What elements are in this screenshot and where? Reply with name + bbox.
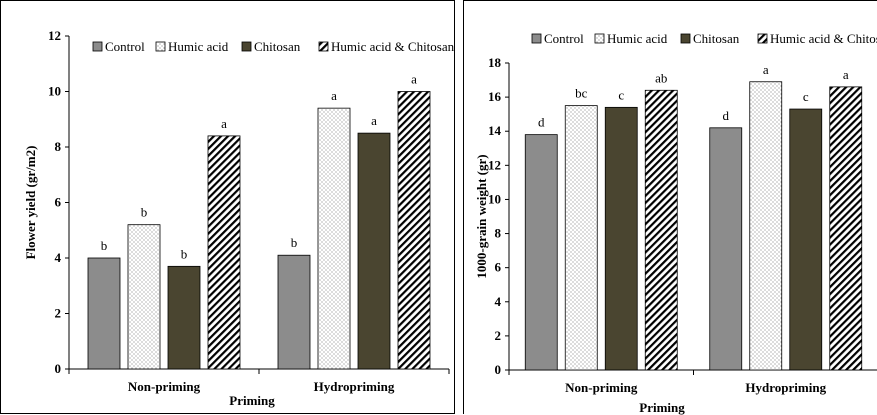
bar-humic-acid-chitosan-non-priming: [644, 89, 678, 371]
y-tick-label-8: 16: [488, 89, 502, 104]
y-tick-label-5: 10: [488, 191, 501, 206]
bar-humic-acid-non-priming: [127, 224, 161, 370]
significance-letter-1-0: b: [141, 205, 148, 220]
y-tick-label-1: 2: [495, 328, 502, 343]
y-tick-label-2: 4: [495, 294, 502, 309]
significance-letter-0-0: d: [538, 115, 545, 130]
bar-chitosan-hydropriming: [357, 132, 391, 370]
bar-humic-acid-chitosan-hydropriming: [829, 86, 863, 371]
flower-yield-chart: Control Humic acid Chitosan Humic acid & Ch…: [23, 28, 455, 408]
y-tick-label-6: 12: [488, 157, 501, 172]
y-tick-label-2: 4: [55, 250, 62, 265]
legend-swatch-1: [155, 41, 166, 52]
y-tick-label-7: 14: [488, 123, 502, 138]
significance-letter-2-0: c: [618, 87, 624, 102]
y-tick-label-6: 12: [48, 28, 61, 43]
x-category-label-0: Non-priming: [128, 379, 201, 394]
x-category-label-1: Hydropriming: [314, 379, 395, 394]
legend-swatch-3: [757, 33, 768, 44]
bar-control-hydropriming: [277, 254, 311, 370]
grain-weight-chart-panel: Control Humic acid Chitosan Humic acid & Ch…: [463, 0, 877, 415]
significance-letter-2-0: b: [181, 246, 188, 261]
bar-chitosan-hydropriming: [789, 108, 823, 371]
y-tick-label-3: 6: [55, 195, 62, 210]
significance-letter-1-0: bc: [575, 86, 588, 101]
significance-letter-3-1: a: [411, 72, 417, 87]
y-tick-label-1: 2: [55, 306, 62, 321]
legend-label-0: Control: [105, 39, 145, 54]
legend-label-3: Humic acid & Chitosan: [770, 31, 877, 46]
x-category-label-0: Non-priming: [565, 380, 638, 395]
significance-letter-3-1: a: [843, 67, 849, 82]
bar-humic-acid-chitosan-non-priming: [207, 135, 241, 370]
legend-label-2: Chitosan: [693, 31, 740, 46]
x-category-label-1: Hydropriming: [745, 380, 826, 395]
significance-letter-1-1: a: [763, 62, 769, 77]
legend-swatch-2: [680, 33, 691, 44]
y-tick-label-5: 10: [48, 84, 61, 99]
significance-letter-2-1: a: [371, 113, 377, 128]
bar-control-non-priming: [524, 134, 558, 371]
significance-letter-2-1: c: [803, 89, 809, 104]
x-axis-title: Priming: [229, 393, 275, 408]
y-tick-label-0: 0: [495, 362, 502, 377]
legend-swatch-0: [92, 41, 103, 52]
y-tick-label-9: 18: [488, 55, 502, 70]
legend-label-3: Humic acid & Chitosan: [331, 39, 455, 54]
grain-weight-chart: Control Humic acid Chitosan Humic acid & Ch…: [474, 31, 877, 415]
significance-letter-0-0: b: [101, 238, 108, 253]
significance-letter-0-1: d: [723, 108, 730, 123]
legend-swatch-0: [531, 33, 542, 44]
bar-control-hydropriming: [709, 127, 743, 371]
y-tick-label-3: 6: [495, 260, 502, 275]
y-tick-label-4: 8: [55, 139, 62, 154]
bar-humic-acid-non-priming: [564, 105, 598, 371]
legend-label-1: Humic acid: [607, 31, 668, 46]
bar-chitosan-non-priming: [167, 265, 201, 370]
legend-label-0: Control: [544, 31, 584, 46]
legend-swatch-2: [241, 41, 252, 52]
y-tick-label-4: 8: [495, 226, 502, 241]
y-tick-label-0: 0: [55, 361, 62, 376]
legend-label-1: Humic acid: [168, 39, 229, 54]
flower-yield-chart-panel: Control Humic acid Chitosan Humic acid & Ch…: [0, 0, 455, 414]
bar-control-non-priming: [87, 257, 121, 370]
significance-letter-0-1: b: [291, 235, 298, 250]
legend-swatch-3: [318, 41, 329, 52]
significance-letter-3-0: a: [221, 116, 227, 131]
bar-humic-acid-hydropriming: [317, 107, 351, 370]
legend-label-2: Chitosan: [254, 39, 301, 54]
y-axis-title: Flower yield (gr/m2): [23, 146, 38, 260]
significance-letter-1-1: a: [331, 88, 337, 103]
x-axis-title: Priming: [639, 400, 685, 415]
significance-letter-3-0: ab: [655, 70, 667, 85]
bar-humic-acid-chitosan-hydropriming: [397, 91, 431, 370]
y-axis-title: 1000-grain weight (gr): [474, 154, 489, 278]
bar-chitosan-non-priming: [604, 106, 638, 371]
legend-swatch-1: [594, 33, 605, 44]
bar-humic-acid-hydropriming: [749, 81, 783, 371]
